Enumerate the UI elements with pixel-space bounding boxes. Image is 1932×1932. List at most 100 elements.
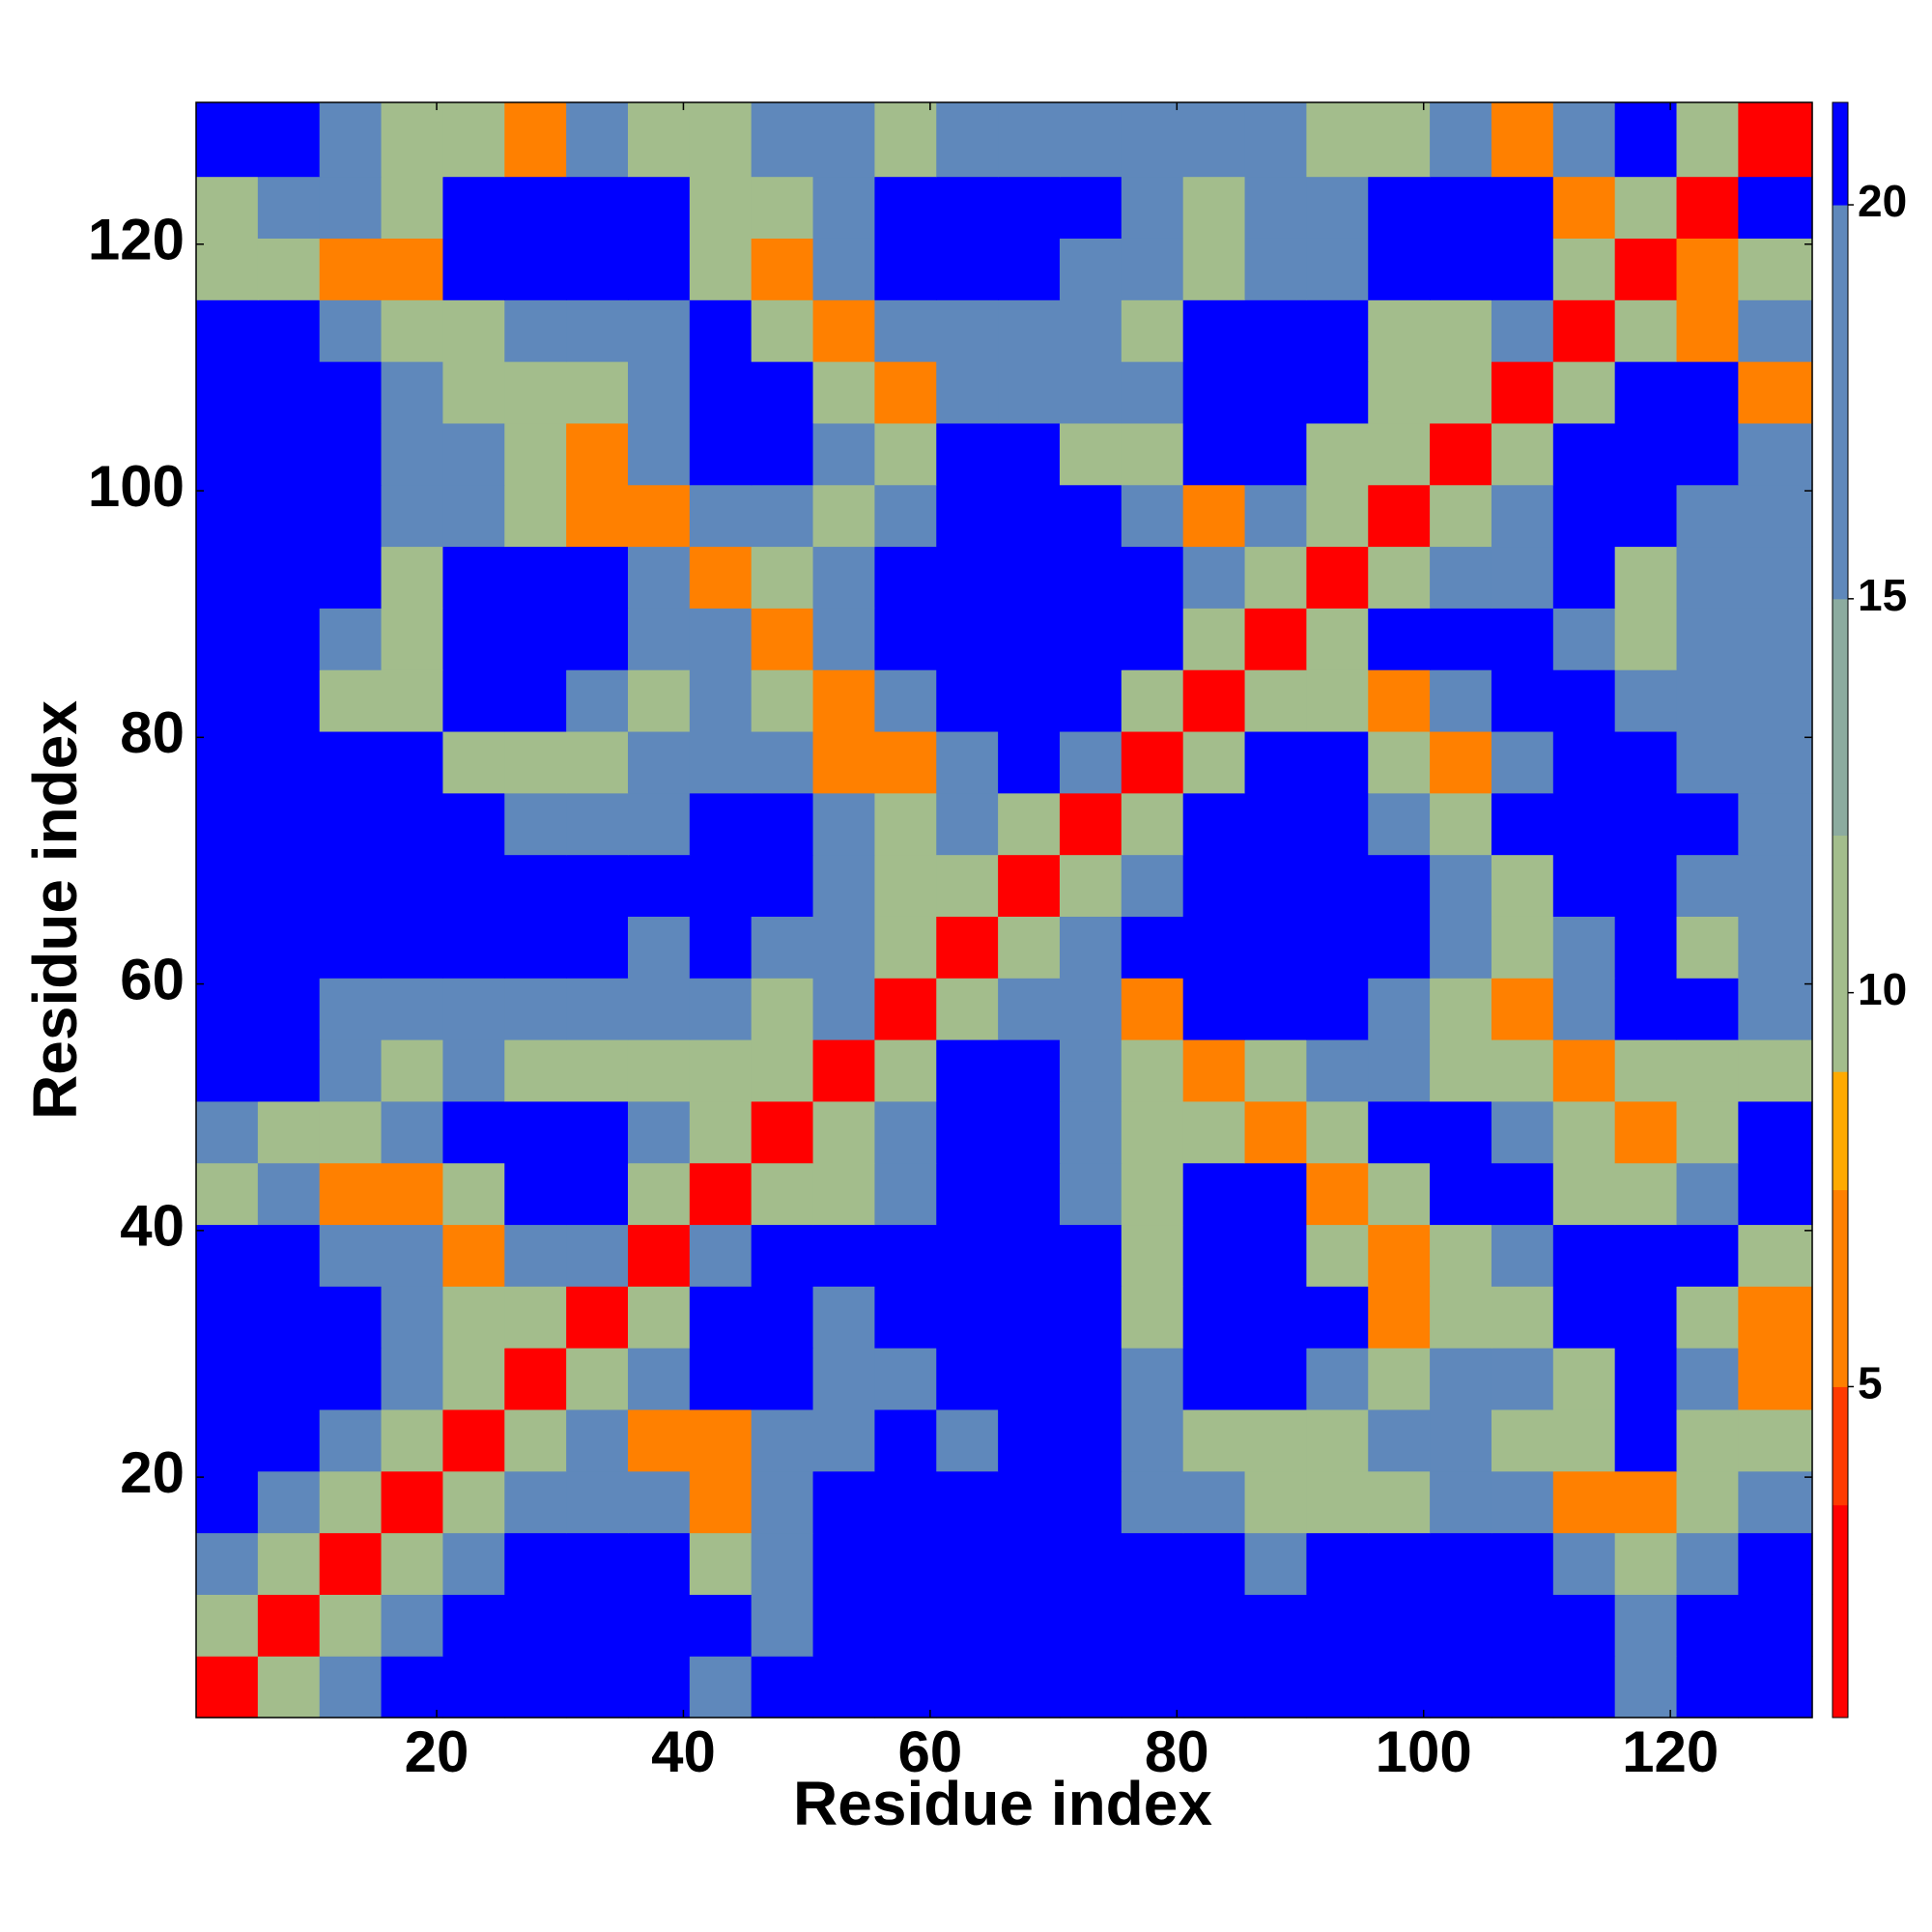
heatmap-cell [566,1656,629,1719]
heatmap-cell [1552,1286,1616,1349]
heatmap-cell [1121,1162,1184,1226]
heatmap-cell [1676,1286,1739,1349]
heatmap-cell [1430,1286,1492,1349]
heatmap-cell [689,1594,753,1657]
heatmap-cell [504,608,567,670]
heatmap-cell [504,484,567,548]
heatmap-cell [1491,1348,1554,1410]
heatmap-cell [1552,1594,1616,1657]
heatmap-cell [504,1286,567,1349]
heatmap-cell [442,1100,505,1164]
heatmap-cell [627,176,691,239]
heatmap-cell [874,176,937,239]
heatmap-cell [1676,854,1739,917]
heatmap-cell [1430,1348,1492,1410]
heatmap-cell [1121,1408,1184,1472]
heatmap-cell [196,916,259,979]
heatmap-cell [1059,176,1122,239]
heatmap-cell [1614,1100,1678,1164]
heatmap-cell [257,608,321,670]
heatmap-cell [319,1408,383,1472]
heatmap-cell [1121,1224,1184,1287]
heatmap-cell [1552,1470,1616,1534]
heatmap-cell [812,1408,876,1472]
heatmap-cell [936,102,999,178]
heatmap-cell [1614,1039,1678,1102]
heatmap-cell [1552,361,1616,424]
heatmap-cell [751,1039,814,1102]
heatmap-cell [689,978,753,1040]
heatmap-cell [1121,1348,1184,1410]
heatmap-cell [257,1348,321,1410]
heatmap-cell [504,730,567,794]
heatmap-cell [1738,854,1813,917]
heatmap-cell [442,361,505,424]
heatmap-cell [1491,1286,1554,1349]
heatmap-cell [874,1224,937,1287]
heatmap-cell [627,854,691,917]
heatmap-cell [1491,238,1554,300]
heatmap-cell [627,102,691,178]
heatmap-cell [1552,978,1616,1040]
heatmap-cell [1738,1470,1813,1534]
heatmap-cell [998,792,1061,856]
heatmap-cell [319,102,383,178]
x-tick-label: 60 [897,1719,962,1784]
heatmap-cell [319,422,383,486]
heatmap-cell [196,1224,259,1287]
heatmap-cell [689,1532,753,1595]
heatmap-cell [1614,546,1678,609]
heatmap-cell [1614,1470,1678,1534]
heatmap-cell [1614,916,1678,979]
heatmap-cell [627,1656,691,1719]
heatmap-cell [1244,608,1307,670]
heatmap-cell [874,1100,937,1164]
heatmap-cell [1614,669,1678,732]
heatmap-cell [319,1162,383,1226]
heatmap-cell [319,854,383,917]
heatmap-cell [751,608,814,670]
heatmap-cell [1306,1470,1369,1534]
heatmap-cell [936,176,999,239]
heatmap-cell [627,669,691,732]
y-tick-label: 20 [120,1440,185,1505]
heatmap-cell [319,176,383,239]
heatmap-cell [566,1039,629,1102]
x-tick-label: 120 [1622,1719,1719,1784]
heatmap-cell [504,1532,567,1595]
heatmap-cell [1676,299,1739,362]
heatmap-cell [1121,854,1184,917]
heatmap-cell [442,546,505,609]
heatmap-cell [1121,730,1184,794]
heatmap-cell [319,361,383,424]
heatmap-cell [1182,669,1246,732]
heatmap-cell [196,1408,259,1472]
heatmap-cell [812,1039,876,1102]
heatmap-cell [1676,978,1739,1040]
heatmap-cell [1059,102,1122,178]
heatmap-cell [751,1224,814,1287]
heatmap-cell [1306,102,1369,178]
heatmap-cell [1552,176,1616,239]
heatmap-cell [1491,361,1554,424]
heatmap-cell [751,546,814,609]
heatmap-cell [936,1532,999,1595]
heatmap-cell [1738,608,1813,670]
heatmap-cell [1552,422,1616,486]
heatmap-cell [566,546,629,609]
colorbar-step [1833,598,1848,837]
heatmap-cell [689,484,753,548]
heatmap-cell [1059,1532,1122,1595]
heatmap-cell [627,1532,691,1595]
heatmap-cell [504,792,567,856]
heatmap-cell [1244,1039,1307,1102]
heatmap-cell [936,1470,999,1534]
heatmap-cell [1614,1532,1678,1595]
heatmap-cell [1430,1532,1492,1595]
heatmap-cell [998,546,1061,609]
heatmap-cell [1676,730,1739,794]
heatmap-cell [689,1286,753,1349]
heatmap-cell [1552,1348,1616,1410]
heatmap-cell [1059,978,1122,1040]
heatmap-cell [442,792,505,856]
